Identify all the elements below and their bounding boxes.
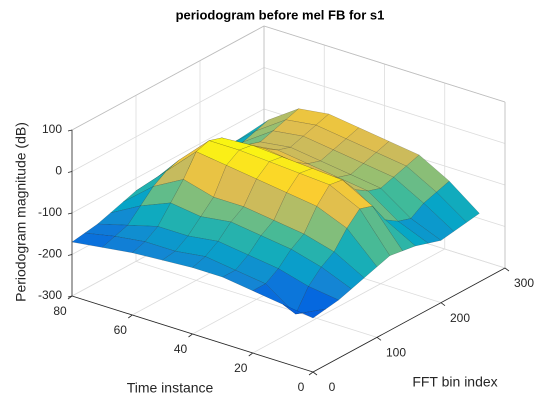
surface-patch: [295, 286, 340, 315]
surface-patch: [222, 269, 266, 291]
box-edge: [71, 25, 265, 131]
y-tick-label: 60: [114, 323, 128, 337]
y-tick-label: 0: [298, 380, 305, 394]
surface-patch: [308, 266, 352, 301]
x-tick-label: 100: [386, 346, 406, 360]
surface-patch: [71, 232, 116, 248]
y-tick-label: 20: [234, 361, 248, 375]
x-tick-label: 200: [450, 311, 470, 325]
y-axis-label: Time instance: [127, 380, 214, 396]
y-tick-label: 40: [174, 342, 188, 356]
grid-line: [71, 67, 265, 172]
y-tick: [248, 352, 253, 357]
x-axis-label: FFT bin index: [412, 374, 497, 390]
z-tick-label: 0: [55, 164, 62, 178]
z-tick: [67, 171, 73, 173]
x-axis: [312, 267, 506, 373]
grid-line: [71, 108, 265, 214]
surface-patch: [97, 205, 141, 226]
x-tick: [376, 337, 382, 341]
grid-line: [252, 248, 445, 354]
z-tick-label: 100: [42, 122, 62, 136]
grid-line: [263, 67, 506, 144]
surface-patch: [226, 149, 270, 180]
z-tick: [67, 254, 73, 256]
z-axis-label: Periodogram magnitude (dB): [13, 122, 29, 302]
z-tick-label: -300: [38, 288, 62, 302]
z-tick-label: -100: [38, 205, 62, 219]
z-tick-label: -200: [38, 247, 62, 261]
y-tick-label: 80: [53, 304, 67, 318]
x-tick: [312, 371, 318, 376]
axes: 0 100 200 300 0 20 40 60 80 -300 -200 -100 0 100: [38, 122, 534, 394]
y-tick: [308, 371, 314, 376]
z-tick: [67, 295, 73, 298]
box-edge: [263, 25, 506, 103]
surface-patch: [282, 304, 326, 319]
x-tick-label: 0: [329, 380, 336, 394]
x-tick: [504, 267, 510, 272]
z-tick: [67, 129, 73, 132]
z-tick: [67, 212, 73, 215]
surface-patch: [255, 108, 299, 132]
surface: [71, 108, 480, 319]
x-tick-label: 300: [514, 276, 534, 290]
y-tick: [128, 314, 133, 319]
chart-title: periodogram before mel FB for s1: [176, 7, 385, 22]
x-tick: [440, 302, 446, 306]
y-tick: [188, 333, 193, 338]
